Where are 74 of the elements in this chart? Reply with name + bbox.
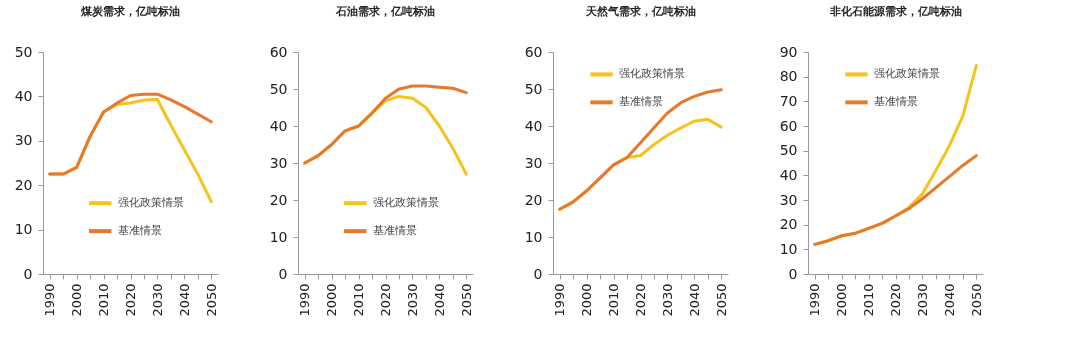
y-tick-label: 40 xyxy=(269,117,288,134)
legend-label: 强化政策情景 xyxy=(117,196,184,210)
x-tick-label: 2020 xyxy=(633,283,648,317)
y-tick-label: 10 xyxy=(524,228,543,245)
legend-label: 强化政策情景 xyxy=(372,196,439,210)
x-tick-label: 1990 xyxy=(42,283,58,317)
y-tick-label: 60 xyxy=(779,117,798,134)
x-tick-label: 2000 xyxy=(834,283,850,317)
x-tick-label: 2020 xyxy=(888,283,903,317)
legend-label: 基准情景 xyxy=(619,95,663,109)
y-tick-label: 30 xyxy=(524,154,543,171)
y-tick-label: 20 xyxy=(524,191,543,208)
y-tick-label: 30 xyxy=(14,132,33,149)
x-tick-label: 2030 xyxy=(404,283,420,317)
x-tick-label: 2010 xyxy=(351,283,367,317)
x-tick-label: 1990 xyxy=(552,283,568,317)
x-tick-label: 2000 xyxy=(324,283,340,317)
x-tick-label: 2030 xyxy=(914,283,930,317)
x-tick-label: 2050 xyxy=(203,283,219,317)
chart-title: 石油需求，亿吨标油 xyxy=(335,5,435,18)
x-tick-label: 2020 xyxy=(123,283,138,317)
x-tick-label: 2050 xyxy=(458,283,474,317)
x-tick-label: 2020 xyxy=(378,283,393,317)
y-tick-label: 50 xyxy=(269,80,288,97)
x-tick-label: 2040 xyxy=(941,283,957,317)
y-tick-label: 40 xyxy=(779,166,798,183)
chart-title: 非化石能源需求，亿吨标油 xyxy=(828,5,962,18)
x-tick-label: 2010 xyxy=(606,283,622,317)
legend-label: 基准情景 xyxy=(117,224,162,238)
y-tick-label: 50 xyxy=(779,142,798,159)
x-tick-label: 1990 xyxy=(807,283,823,317)
chart-title: 煤炭需求，亿吨标油 xyxy=(80,5,180,18)
x-tick-label: 2040 xyxy=(431,283,447,317)
y-tick-label: 10 xyxy=(269,228,288,245)
legend-label: 强化政策情景 xyxy=(874,67,940,81)
legend-label: 基准情景 xyxy=(372,224,417,238)
y-tick-label: 50 xyxy=(524,80,543,97)
y-tick-label: 70 xyxy=(779,92,798,109)
x-tick-label: 2050 xyxy=(713,283,729,317)
y-tick-label: 20 xyxy=(269,191,288,208)
y-tick-label: 0 xyxy=(23,265,33,282)
x-tick-label: 2010 xyxy=(96,283,112,317)
y-tick-label: 60 xyxy=(269,43,288,60)
y-tick-label: 80 xyxy=(779,68,798,85)
y-tick-label: 20 xyxy=(779,216,798,233)
x-tick-label: 2000 xyxy=(69,283,85,317)
y-tick-label: 40 xyxy=(524,117,543,134)
x-tick-label: 2040 xyxy=(686,283,702,317)
y-tick-label: 0 xyxy=(533,265,543,282)
line-series xyxy=(48,92,213,176)
x-tick-label: 2000 xyxy=(579,283,595,317)
y-tick-label: 60 xyxy=(524,43,543,60)
chart-title: 天然气需求，亿吨标油 xyxy=(584,5,696,18)
x-tick-label: 2040 xyxy=(176,283,192,317)
y-tick-label: 20 xyxy=(14,176,33,193)
line-series xyxy=(303,84,468,165)
y-tick-label: 10 xyxy=(779,240,798,257)
y-tick-label: 30 xyxy=(779,191,798,208)
legend-label: 基准情景 xyxy=(874,95,918,109)
legend-label: 强化政策情景 xyxy=(619,67,685,81)
y-tick-label: 0 xyxy=(788,265,798,282)
x-tick-label: 2050 xyxy=(968,283,984,317)
line-series xyxy=(558,88,723,211)
y-tick-label: 40 xyxy=(14,87,33,104)
x-tick-label: 2030 xyxy=(149,283,165,317)
y-tick-label: 30 xyxy=(269,154,288,171)
x-tick-label: 2010 xyxy=(861,283,877,317)
y-tick-label: 0 xyxy=(278,265,288,282)
x-tick-label: 1990 xyxy=(297,283,313,317)
y-tick-label: 10 xyxy=(14,221,33,238)
y-tick-label: 90 xyxy=(779,43,798,60)
x-tick-label: 2030 xyxy=(659,283,675,317)
y-tick-label: 50 xyxy=(14,43,33,60)
line-series xyxy=(813,154,978,246)
